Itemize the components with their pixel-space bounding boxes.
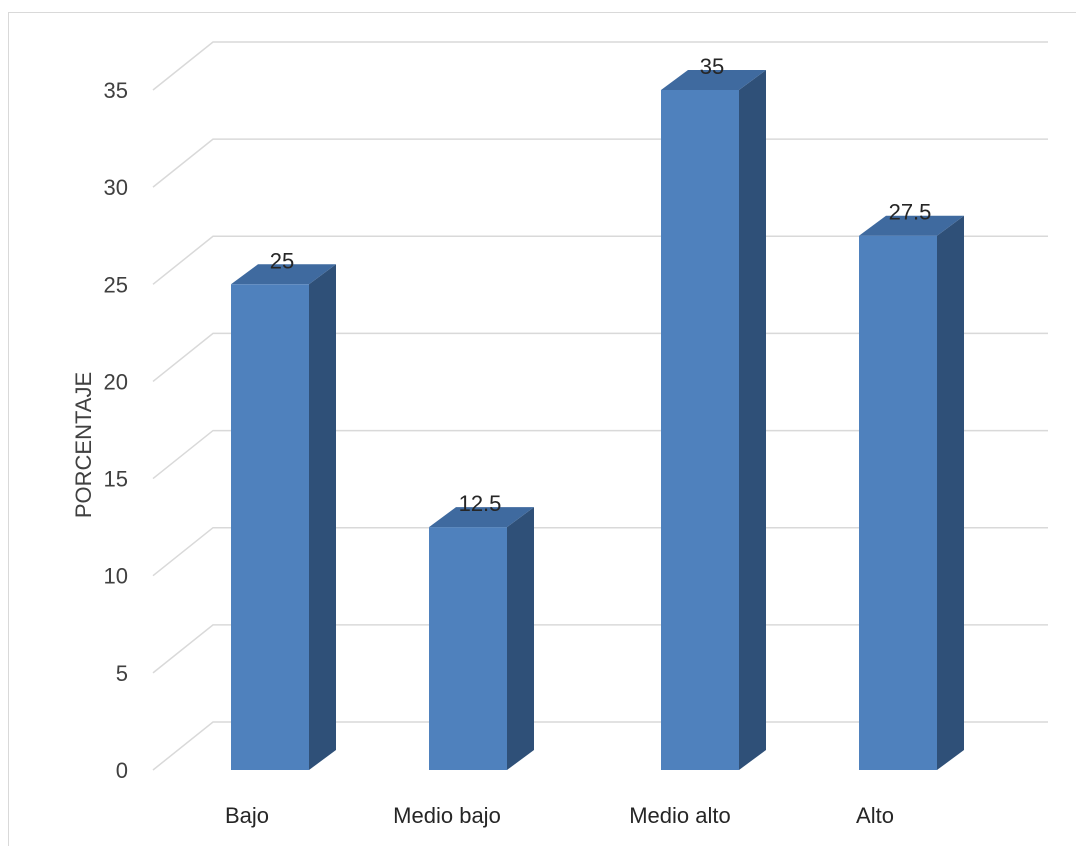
gridline	[152, 138, 1048, 188]
y-tick-label: 25	[104, 272, 128, 297]
bar-top	[661, 70, 766, 90]
y-tick-label: 5	[116, 661, 128, 686]
data-label: 27.5	[889, 200, 932, 225]
bar-side	[309, 264, 336, 770]
bar	[231, 284, 309, 770]
x-axis-categories: Bajo Medio bajo Medio alto Alto	[225, 803, 894, 828]
bar	[429, 527, 507, 770]
bar	[661, 90, 739, 770]
data-label: 35	[700, 54, 724, 79]
bar	[859, 235, 937, 770]
y-tick-label: 15	[104, 467, 128, 492]
gridline	[152, 235, 1048, 285]
gridlines	[152, 41, 1048, 771]
y-tick-label: 0	[116, 758, 128, 783]
data-label: 12.5	[459, 491, 502, 516]
y-axis-title: PORCENTAJE	[71, 372, 96, 518]
gridline	[152, 721, 1048, 771]
bar-side	[937, 215, 964, 770]
data-label: 25	[270, 248, 294, 273]
chart-frame	[8, 12, 1076, 846]
x-category-label: Bajo	[225, 803, 269, 828]
y-tick-label: 30	[104, 175, 128, 200]
y-axis-ticks: 0 5 10 15 20 25 30 35	[104, 78, 128, 783]
y-tick-label: 10	[104, 564, 128, 589]
bar-side	[739, 70, 766, 770]
y-tick-label: 35	[104, 78, 128, 103]
y-tick-label: 20	[104, 369, 128, 394]
gridline	[152, 624, 1048, 674]
x-category-label: Alto	[856, 803, 894, 828]
gridline	[152, 429, 1048, 480]
bar-top	[859, 215, 964, 236]
gridline	[152, 332, 1048, 383]
bar-side	[507, 507, 534, 770]
x-category-label: Medio alto	[629, 803, 731, 828]
gridline	[152, 526, 1048, 577]
x-category-label: Medio bajo	[393, 803, 501, 828]
gridline	[152, 41, 1048, 91]
bar-top	[231, 264, 336, 285]
bars	[231, 70, 964, 770]
bar-top	[429, 507, 534, 528]
data-labels: 25 12.5 35 27.5	[270, 54, 932, 516]
